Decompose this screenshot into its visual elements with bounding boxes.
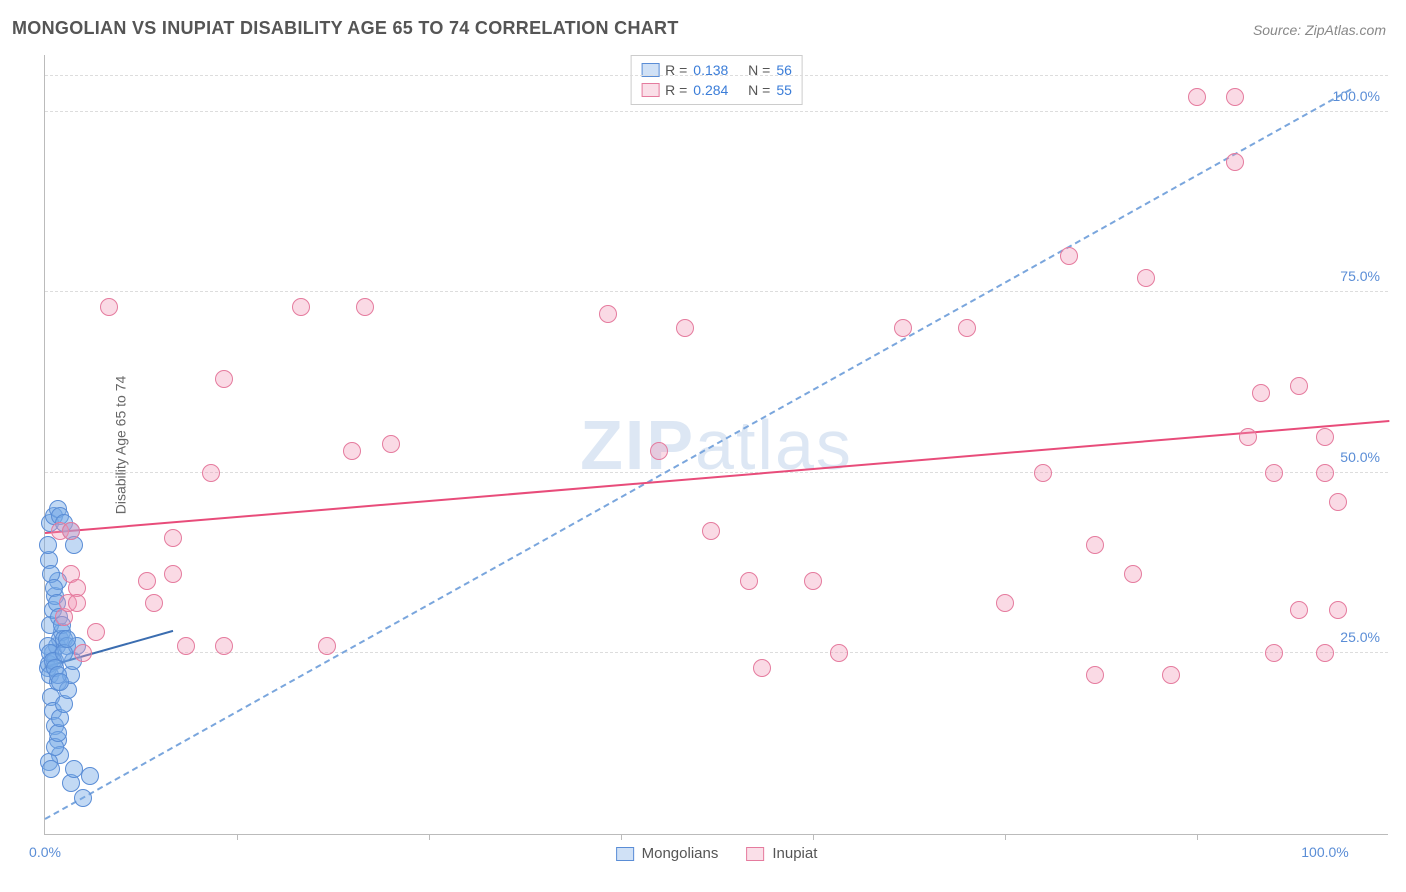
data-point bbox=[81, 767, 99, 785]
data-point bbox=[42, 760, 60, 778]
data-point bbox=[215, 370, 233, 388]
data-point bbox=[1329, 601, 1347, 619]
chart-title: MONGOLIAN VS INUPIAT DISABILITY AGE 65 T… bbox=[12, 18, 679, 39]
data-point bbox=[343, 442, 361, 460]
y-tick-label: 50.0% bbox=[1340, 449, 1380, 465]
r-value-inupiat: 0.284 bbox=[693, 82, 728, 98]
data-point bbox=[958, 319, 976, 337]
data-point bbox=[830, 644, 848, 662]
data-point bbox=[1226, 153, 1244, 171]
legend-item-inupiat: Inupiat bbox=[746, 845, 817, 862]
x-tick-minor bbox=[1005, 834, 1006, 840]
data-point bbox=[58, 630, 76, 648]
data-point bbox=[676, 319, 694, 337]
data-point bbox=[164, 565, 182, 583]
data-point bbox=[51, 673, 69, 691]
x-tick-label: 100.0% bbox=[1301, 844, 1348, 860]
correlation-legend: R = 0.138 N = 56 R = 0.284 N = 55 bbox=[630, 55, 803, 105]
data-point bbox=[1086, 666, 1104, 684]
legend-label-inupiat: Inupiat bbox=[772, 845, 817, 862]
trend-line bbox=[45, 88, 1352, 819]
x-tick-minor bbox=[813, 834, 814, 840]
data-point bbox=[1265, 644, 1283, 662]
gridline bbox=[45, 472, 1388, 473]
gridline bbox=[45, 652, 1388, 653]
data-point bbox=[62, 522, 80, 540]
x-tick-label: 0.0% bbox=[29, 844, 61, 860]
gridline bbox=[45, 75, 1388, 76]
data-point bbox=[599, 305, 617, 323]
data-point bbox=[74, 644, 92, 662]
data-point bbox=[39, 536, 57, 554]
x-tick-minor bbox=[429, 834, 430, 840]
data-point bbox=[1290, 377, 1308, 395]
data-point bbox=[164, 529, 182, 547]
scatter-plot: Disability Age 65 to 74 ZIPatlas R = 0.1… bbox=[44, 55, 1388, 835]
legend-row-mongolians: R = 0.138 N = 56 bbox=[641, 60, 792, 80]
data-point bbox=[1316, 464, 1334, 482]
data-point bbox=[177, 637, 195, 655]
data-point bbox=[1226, 88, 1244, 106]
source-label: Source: ZipAtlas.com bbox=[1253, 22, 1386, 38]
data-point bbox=[87, 623, 105, 641]
x-tick-minor bbox=[1197, 834, 1198, 840]
data-point bbox=[1329, 493, 1347, 511]
data-point bbox=[202, 464, 220, 482]
y-axis-label: Disability Age 65 to 74 bbox=[112, 375, 128, 514]
data-point bbox=[1316, 428, 1334, 446]
x-tick-minor bbox=[621, 834, 622, 840]
data-point bbox=[145, 594, 163, 612]
series-legend: Mongolians Inupiat bbox=[616, 845, 818, 862]
swatch-inupiat bbox=[641, 83, 659, 97]
legend-label-mongolians: Mongolians bbox=[642, 845, 719, 862]
data-point bbox=[138, 572, 156, 590]
data-point bbox=[1188, 88, 1206, 106]
gridline bbox=[45, 111, 1388, 112]
data-point bbox=[996, 594, 1014, 612]
y-tick-label: 25.0% bbox=[1340, 629, 1380, 645]
data-point bbox=[1060, 247, 1078, 265]
data-point bbox=[740, 572, 758, 590]
n-value-inupiat: 55 bbox=[776, 82, 792, 98]
gridline bbox=[45, 291, 1388, 292]
swatch-mongolians bbox=[616, 847, 634, 861]
data-point bbox=[1252, 384, 1270, 402]
data-point bbox=[215, 637, 233, 655]
data-point bbox=[1316, 644, 1334, 662]
data-point bbox=[68, 594, 86, 612]
data-point bbox=[74, 789, 92, 807]
data-point bbox=[100, 298, 118, 316]
data-point bbox=[382, 435, 400, 453]
trend-line bbox=[45, 420, 1389, 534]
legend-row-inupiat: R = 0.284 N = 55 bbox=[641, 80, 792, 100]
data-point bbox=[292, 298, 310, 316]
data-point bbox=[1162, 666, 1180, 684]
data-point bbox=[1290, 601, 1308, 619]
swatch-inupiat bbox=[746, 847, 764, 861]
data-point bbox=[894, 319, 912, 337]
legend-item-mongolians: Mongolians bbox=[616, 845, 719, 862]
data-point bbox=[702, 522, 720, 540]
data-point bbox=[1086, 536, 1104, 554]
data-point bbox=[753, 659, 771, 677]
n-label: N = bbox=[748, 82, 770, 98]
r-label: R = bbox=[665, 82, 687, 98]
data-point bbox=[356, 298, 374, 316]
data-point bbox=[1137, 269, 1155, 287]
data-point bbox=[1034, 464, 1052, 482]
data-point bbox=[1124, 565, 1142, 583]
data-point bbox=[1265, 464, 1283, 482]
data-point bbox=[1239, 428, 1257, 446]
data-point bbox=[650, 442, 668, 460]
data-point bbox=[318, 637, 336, 655]
chart-container: MONGOLIAN VS INUPIAT DISABILITY AGE 65 T… bbox=[0, 0, 1406, 892]
data-point bbox=[804, 572, 822, 590]
x-tick-minor bbox=[237, 834, 238, 840]
y-tick-label: 75.0% bbox=[1340, 268, 1380, 284]
